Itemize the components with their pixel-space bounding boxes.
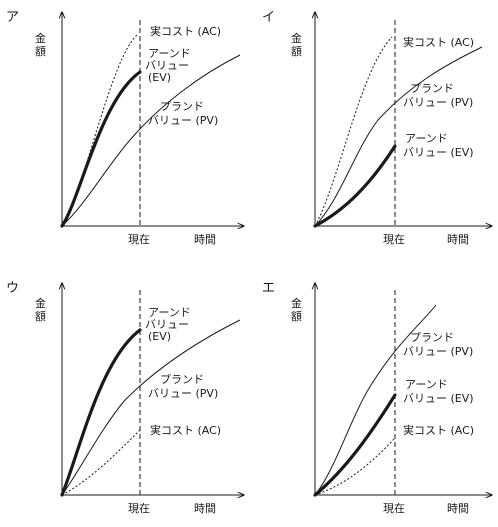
panel-u-time-label: 時間 <box>194 502 216 515</box>
panel-i-y-label-top: 金 <box>291 31 302 45</box>
panel-u-y-label-bottom: 額 <box>35 310 46 323</box>
panel-i-y-label-bottom: 額 <box>291 45 302 58</box>
panel-e-time-label: 時間 <box>447 502 469 515</box>
panel-u-pv-label-2: バリュー (PV) <box>148 387 218 400</box>
panel-e-pv-curve <box>314 304 437 496</box>
panel-i-pv-label-2: バリュー (PV) <box>403 96 473 109</box>
panel-a-ev-label-1: アーンド <box>148 47 191 60</box>
panel-a-ev-curve <box>60 70 142 228</box>
panel-i-ac-label: 実コスト (AC) <box>403 35 474 49</box>
panel-e-ac-label: 実コスト (AC) <box>403 423 474 437</box>
panel-e-y-label-bottom: 額 <box>291 310 302 323</box>
panel-i-ev-label-1: アーンド <box>405 132 448 145</box>
panel-u-pv-label-1: プランド <box>160 373 204 386</box>
panel-a-y-label-top: 金 <box>35 31 46 45</box>
panel-a-ac-label: 実コスト (AC) <box>150 24 221 38</box>
panel-u-ev-label-3: (EV) <box>148 330 171 343</box>
panel-a-ev-label-3: (EV) <box>148 71 171 84</box>
panel-e-y-label-top: 金 <box>291 296 302 310</box>
panel-u-ev-label-2: バリュー <box>145 318 189 331</box>
panel-u-now-label: 現在 <box>128 502 150 515</box>
panel-e: エ 金 額 プランド バリュー (PV) アーンド バリュー (EV) 実コスト… <box>262 281 492 515</box>
panel-a-time-label: 時間 <box>194 233 216 246</box>
panel-a-pv-label-2: バリュー (PV) <box>148 114 218 127</box>
panel-u-id: ウ <box>6 281 19 296</box>
panel-a-pv-curve <box>61 54 241 227</box>
panel-u-ac-curve <box>61 429 141 496</box>
panel-u-ev-label-1: アーンド <box>148 306 191 319</box>
panel-e-now-label: 現在 <box>383 502 405 515</box>
panel-u-ev-curve <box>60 328 142 497</box>
panel-a: ア 金 額 実コスト (AC) アーンド バリュー (EV) プランド バリュー… <box>6 10 244 246</box>
panel-a-pv-label-1: プランド <box>160 100 204 113</box>
panel-i-id: イ <box>262 10 275 25</box>
panel-e-pv-label-1: プランド <box>410 331 454 344</box>
panel-a-ev-label-2: バリュー <box>145 59 189 72</box>
panel-i-pv-curve <box>314 46 483 227</box>
panel-i-now-label: 現在 <box>383 233 405 246</box>
panel-e-ev-label-1: アーンド <box>405 378 448 391</box>
panel-i-pv-label-1: プランド <box>410 82 454 95</box>
panel-i-ev-curve <box>313 144 397 228</box>
panel-u: ウ 金 額 アーンド バリュー (EV) プランド バリュー (PV) 実コスト… <box>6 281 244 515</box>
panel-u-pv-curve <box>61 319 241 496</box>
panel-e-ev-curve <box>313 393 397 497</box>
panel-u-ac-label: 実コスト (AC) <box>150 423 221 437</box>
panel-a-y-label-bottom: 額 <box>35 45 46 58</box>
panel-e-id: エ <box>262 281 275 296</box>
panel-e-ev-label-2: バリュー (EV) <box>403 392 474 405</box>
panel-u-y-label-top: 金 <box>35 296 46 310</box>
panel-a-ac-curve <box>61 34 138 227</box>
panel-i-time-label: 時間 <box>447 233 469 246</box>
panel-i-ev-label-2: バリュー (EV) <box>403 146 474 159</box>
panel-e-ac-curve <box>314 437 396 496</box>
panel-i: イ 金 額 実コスト (AC) プランド バリュー (PV) アーンド バリュー… <box>262 10 492 246</box>
panel-e-pv-label-2: バリュー (PV) <box>403 345 473 358</box>
panel-i-ac-curve <box>314 36 393 227</box>
panel-a-now-label: 現在 <box>128 233 150 246</box>
panel-a-id: ア <box>6 10 19 25</box>
